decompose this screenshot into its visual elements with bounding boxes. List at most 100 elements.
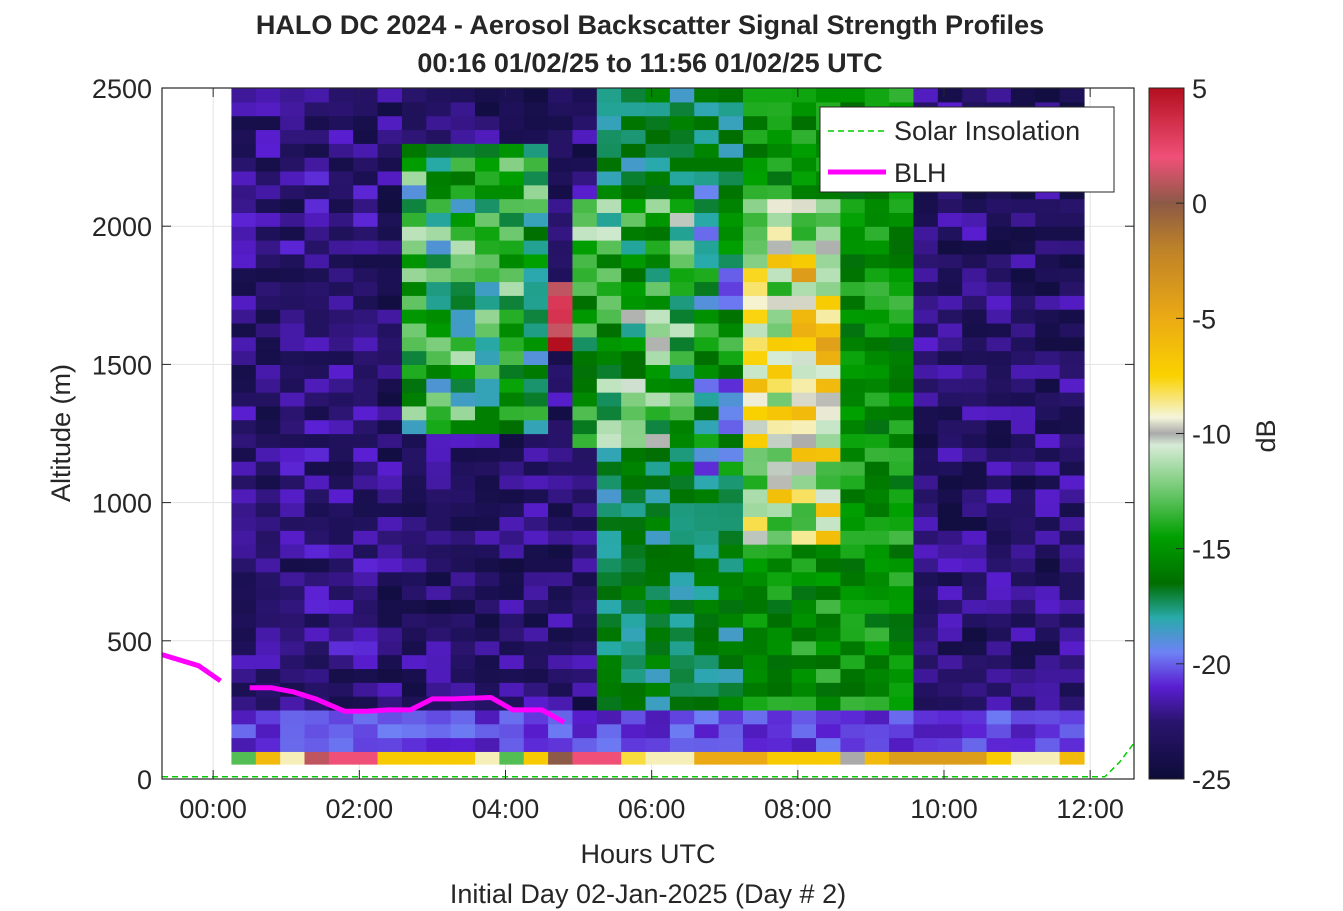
heatmap-cell — [986, 696, 1012, 711]
heatmap-cell — [913, 378, 939, 393]
heatmap-cell — [450, 709, 476, 725]
heatmap-cell — [304, 405, 330, 421]
heatmap-cell — [231, 88, 257, 103]
heatmap-cell — [377, 433, 403, 448]
heatmap-cell — [523, 447, 549, 462]
heatmap-cell — [450, 668, 476, 683]
heatmap-cell — [255, 253, 281, 269]
heatmap-cell — [1059, 544, 1085, 559]
heatmap-cell — [280, 571, 306, 587]
heatmap-cell — [450, 226, 476, 241]
heatmap-cell — [596, 309, 622, 324]
heatmap-cell — [694, 240, 720, 255]
heatmap-cell — [986, 488, 1012, 504]
heatmap-cell — [450, 267, 476, 283]
heatmap-cell — [572, 143, 598, 158]
heatmap-cell — [791, 184, 817, 200]
heatmap-cell — [450, 640, 476, 656]
heatmap-cell — [621, 599, 647, 614]
heatmap-cell — [450, 682, 476, 697]
heatmap-cell — [621, 640, 647, 656]
heatmap-cell — [499, 544, 525, 559]
heatmap-cell — [523, 668, 549, 683]
heatmap-cell — [694, 198, 720, 213]
heatmap-cell — [572, 405, 598, 421]
heatmap-cell — [426, 682, 452, 697]
heatmap-cell — [864, 502, 890, 518]
heatmap-cell — [1059, 557, 1085, 573]
heatmap-cell — [280, 709, 306, 725]
heatmap-cell — [1059, 378, 1085, 393]
heatmap-cell — [353, 336, 379, 352]
heatmap-cell — [937, 544, 963, 559]
heatmap-cell — [1010, 447, 1036, 462]
heatmap-cell — [913, 88, 939, 103]
heatmap-cell — [523, 157, 549, 172]
heatmap-cell — [401, 115, 427, 131]
heatmap-cell — [548, 530, 574, 545]
heatmap-cell — [304, 668, 330, 683]
heatmap-cell — [767, 157, 793, 172]
heatmap-cell — [962, 599, 988, 614]
heatmap-cell — [986, 640, 1012, 656]
heatmap-cell — [1059, 267, 1085, 283]
heatmap-cell — [475, 88, 500, 103]
heatmap-cell — [767, 613, 793, 628]
heatmap-cell — [450, 184, 476, 200]
heatmap-cell — [231, 267, 257, 283]
heatmap-cell — [816, 654, 841, 670]
heatmap-cell — [791, 571, 817, 587]
heatmap-cell — [645, 198, 671, 213]
heatmap-cell — [450, 157, 476, 172]
heatmap-cell — [353, 157, 379, 172]
heatmap-cell — [450, 502, 476, 518]
heatmap-cell — [694, 143, 720, 158]
heatmap-cell — [475, 364, 500, 379]
heatmap-cell — [596, 585, 622, 600]
heatmap-cell — [280, 405, 306, 421]
heatmap-cell — [742, 723, 768, 739]
heatmap-cell — [694, 626, 720, 642]
heatmap-cell — [1035, 240, 1061, 255]
heatmap-cell — [426, 433, 452, 448]
heatmap-cell — [913, 737, 939, 752]
heatmap-cell — [572, 336, 598, 352]
heatmap-cell — [572, 502, 598, 518]
heatmap-cell — [840, 544, 866, 559]
heatmap-cell — [840, 682, 866, 697]
heatmap-cell — [718, 751, 744, 765]
colorbar-tick-label: 5 — [1192, 74, 1207, 104]
series-lines — [162, 652, 1134, 778]
heatmap-cell — [889, 350, 915, 365]
heatmap-cell — [1010, 378, 1036, 393]
heatmap-cell — [864, 447, 890, 462]
heatmap-cell — [742, 309, 768, 324]
heatmap-cell — [621, 378, 647, 393]
heatmap-cell — [1035, 447, 1061, 462]
heatmap-cell — [328, 640, 354, 656]
heatmap-cell — [937, 709, 963, 725]
heatmap-cell — [231, 433, 257, 448]
heatmap-cell — [572, 129, 598, 144]
heatmap-cell — [426, 129, 452, 144]
heatmap-cell — [694, 378, 720, 393]
heatmap-cell — [913, 364, 939, 379]
heatmap-cell — [401, 613, 427, 628]
heatmap-cell — [767, 184, 793, 200]
heatmap-cell — [718, 488, 744, 504]
heatmap-cell — [353, 613, 379, 628]
heatmap-cell — [328, 170, 354, 186]
heatmap-cell — [450, 281, 476, 296]
heatmap-cell — [426, 709, 452, 725]
heatmap-cell — [450, 143, 476, 158]
heatmap-cell — [694, 281, 720, 296]
heatmap-cell — [450, 571, 476, 587]
heatmap-cell — [596, 281, 622, 296]
heatmap-cell — [255, 668, 281, 683]
heatmap-cell — [280, 184, 306, 200]
heatmap-cell — [645, 640, 671, 656]
heatmap-cell — [718, 129, 744, 144]
heatmap-cell — [1010, 585, 1036, 600]
heatmap-cell — [231, 157, 257, 172]
heatmap-cell — [816, 709, 841, 725]
